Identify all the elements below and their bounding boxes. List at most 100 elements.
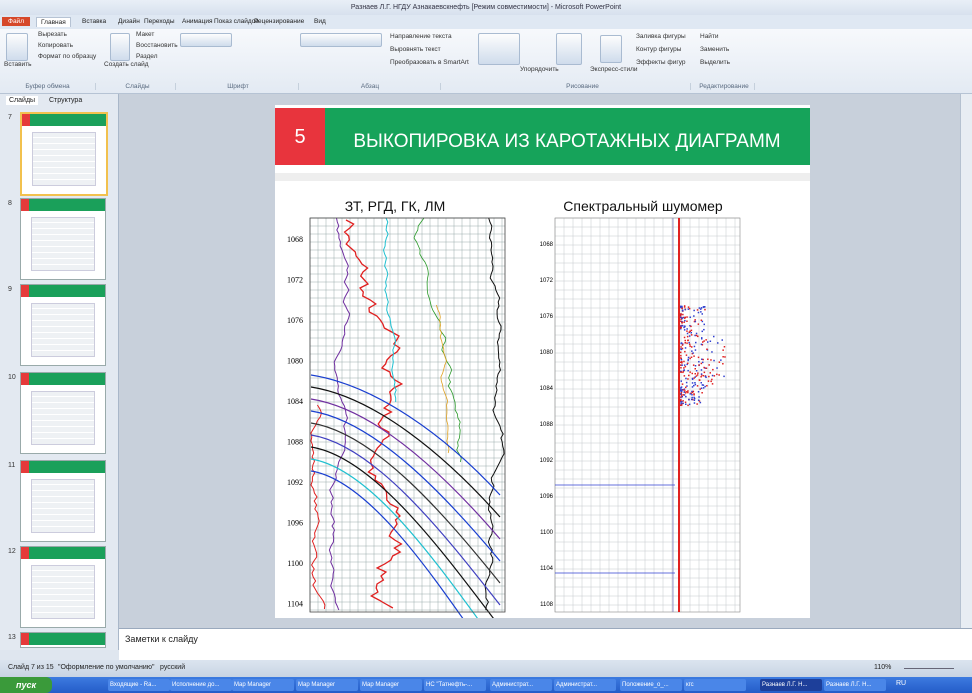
noise-dot — [685, 386, 687, 389]
ribbon-tab[interactable]: Показ слайдов — [214, 18, 259, 25]
taskbar-item[interactable]: Исполнение до... — [170, 679, 232, 691]
noise-dot — [681, 400, 683, 403]
zoom-slider — [904, 668, 954, 669]
ribbon-tab[interactable]: Переходы — [144, 18, 175, 25]
ribbon-button[interactable]: Эффекты фигур — [636, 59, 686, 66]
noise-dot — [686, 342, 688, 344]
ribbon-button[interactable]: Создать слайд — [104, 61, 149, 68]
ribbon-button[interactable]: Экспресс-стили — [590, 66, 638, 73]
thumbnail-content — [31, 217, 95, 271]
noise-dot — [681, 364, 683, 366]
ribbon-button[interactable]: Восстановить — [136, 42, 178, 49]
ribbon-icon — [180, 33, 232, 47]
noise-dot — [707, 358, 709, 360]
notes-pane[interactable]: Заметки к слайду — [119, 628, 972, 661]
ribbon-button[interactable]: Вырезать — [38, 31, 67, 38]
noise-dot — [688, 335, 691, 337]
slide-area: 5 ВЫКОПИРОВКА ИЗ КАРОТАЖНЫХ ДИАГРАММ ЗТ, Р… — [119, 94, 960, 628]
taskbar-item[interactable]: Положение_о_... — [620, 679, 682, 691]
noise-dot — [681, 395, 683, 398]
slide-thumbnail[interactable] — [20, 284, 106, 366]
noise-dot — [688, 331, 690, 333]
noise-dot — [722, 349, 724, 351]
taskbar-item[interactable]: Разнаев Л.Г. Н... — [760, 679, 822, 691]
taskbar-item[interactable]: НС "Татнефть-... — [424, 679, 486, 691]
slide-thumbnail[interactable] — [20, 546, 106, 628]
ribbon-button[interactable]: Выровнять текст — [390, 46, 441, 53]
taskbar-item[interactable]: Входящие - Ra... — [108, 679, 170, 691]
slide-number: 5 — [294, 126, 305, 148]
slide-thumbnail[interactable] — [20, 632, 106, 648]
ribbon-tab[interactable]: Рецензирование — [254, 18, 305, 25]
noise-dot — [680, 354, 682, 357]
taskbar-item[interactable]: Разнаев Л.Г. Н... — [824, 679, 886, 691]
noise-dot — [713, 359, 715, 362]
ribbon-button[interactable]: Преобразовать в SmartArt — [390, 59, 469, 66]
noise-dot — [686, 316, 688, 318]
noise-dot — [694, 382, 696, 384]
ribbon-button[interactable]: Направление текста — [390, 33, 452, 40]
thumbnail-header — [21, 199, 105, 211]
ribbon-tab[interactable]: Вставка — [82, 18, 107, 25]
start-button[interactable]: пуск — [0, 677, 52, 693]
ribbon-button[interactable]: Упорядочить — [520, 66, 559, 73]
slide-thumbnail[interactable] — [20, 112, 108, 196]
taskbar-item[interactable]: Map Manager — [296, 679, 358, 691]
noise-dot — [689, 393, 691, 395]
taskbar-item[interactable]: Map Manager — [232, 679, 294, 691]
ribbon-button[interactable]: Формат по образцу — [38, 53, 97, 60]
taskbar-item[interactable]: Администрат... — [490, 679, 552, 691]
noise-dot — [691, 391, 694, 394]
taskbar-item[interactable]: Администрат... — [554, 679, 616, 691]
ribbon-button[interactable]: Выделить — [700, 59, 730, 66]
noise-dot — [698, 361, 700, 363]
depth-label: 1076 — [287, 316, 303, 325]
noise-dot — [691, 390, 693, 393]
noise-dot — [680, 358, 682, 360]
vertical-scrollbar[interactable] — [960, 94, 972, 628]
noise-dot — [687, 358, 689, 361]
pane-tab[interactable]: Структура — [49, 97, 83, 104]
noise-dot — [683, 305, 686, 307]
depth-label: 1068 — [540, 242, 554, 248]
ribbon-button[interactable]: Заменить — [700, 46, 730, 53]
ribbon-tab[interactable]: Главная — [36, 17, 71, 27]
slide-thumbnail[interactable] — [20, 198, 106, 280]
ribbon-button[interactable]: Найти — [700, 33, 719, 40]
noise-dot — [705, 367, 708, 369]
ribbon-tab[interactable]: Дизайн — [118, 18, 140, 25]
noise-dot — [693, 396, 695, 399]
noise-dot — [695, 334, 698, 337]
ribbon-group-label: Шрифт — [178, 83, 299, 90]
depth-label: 1096 — [287, 519, 303, 528]
ribbon-button[interactable]: Вставить — [4, 61, 32, 68]
noise-dot — [680, 402, 682, 405]
noise-dot — [680, 313, 682, 315]
ribbon-tab[interactable]: Вид — [314, 18, 326, 25]
noise-dot — [680, 390, 683, 393]
ribbon-button[interactable]: Заливка фигуры — [636, 33, 686, 40]
noise-dot — [681, 320, 683, 323]
thumbnail-badge — [22, 114, 30, 126]
ribbon-button[interactable]: Раздел — [136, 53, 158, 60]
ribbon-button[interactable]: Макет — [136, 31, 155, 38]
noise-dot — [700, 308, 702, 310]
noise-dot — [682, 371, 684, 374]
taskbar-item[interactable]: кгс — [684, 679, 746, 691]
ribbon-button[interactable]: Копировать — [38, 42, 73, 49]
noise-dot — [684, 325, 686, 328]
ribbon-tab[interactable]: Файл — [2, 17, 30, 26]
noise-dot — [704, 385, 706, 388]
thumbnail-header — [21, 633, 105, 645]
noise-dot — [693, 315, 695, 317]
slide-thumbnail[interactable] — [20, 372, 106, 454]
ribbon-button[interactable]: Контур фигуры — [636, 46, 682, 53]
noise-dot — [709, 372, 711, 374]
noise-dot — [723, 375, 725, 378]
depth-label: 1072 — [287, 276, 303, 285]
taskbar-item[interactable]: Map Manager — [360, 679, 422, 691]
slide-thumbnail[interactable] — [20, 460, 106, 542]
ribbon-tab[interactable]: Анимация — [182, 18, 213, 25]
noise-dot — [686, 330, 688, 332]
pane-tab[interactable]: Слайды — [6, 96, 39, 105]
